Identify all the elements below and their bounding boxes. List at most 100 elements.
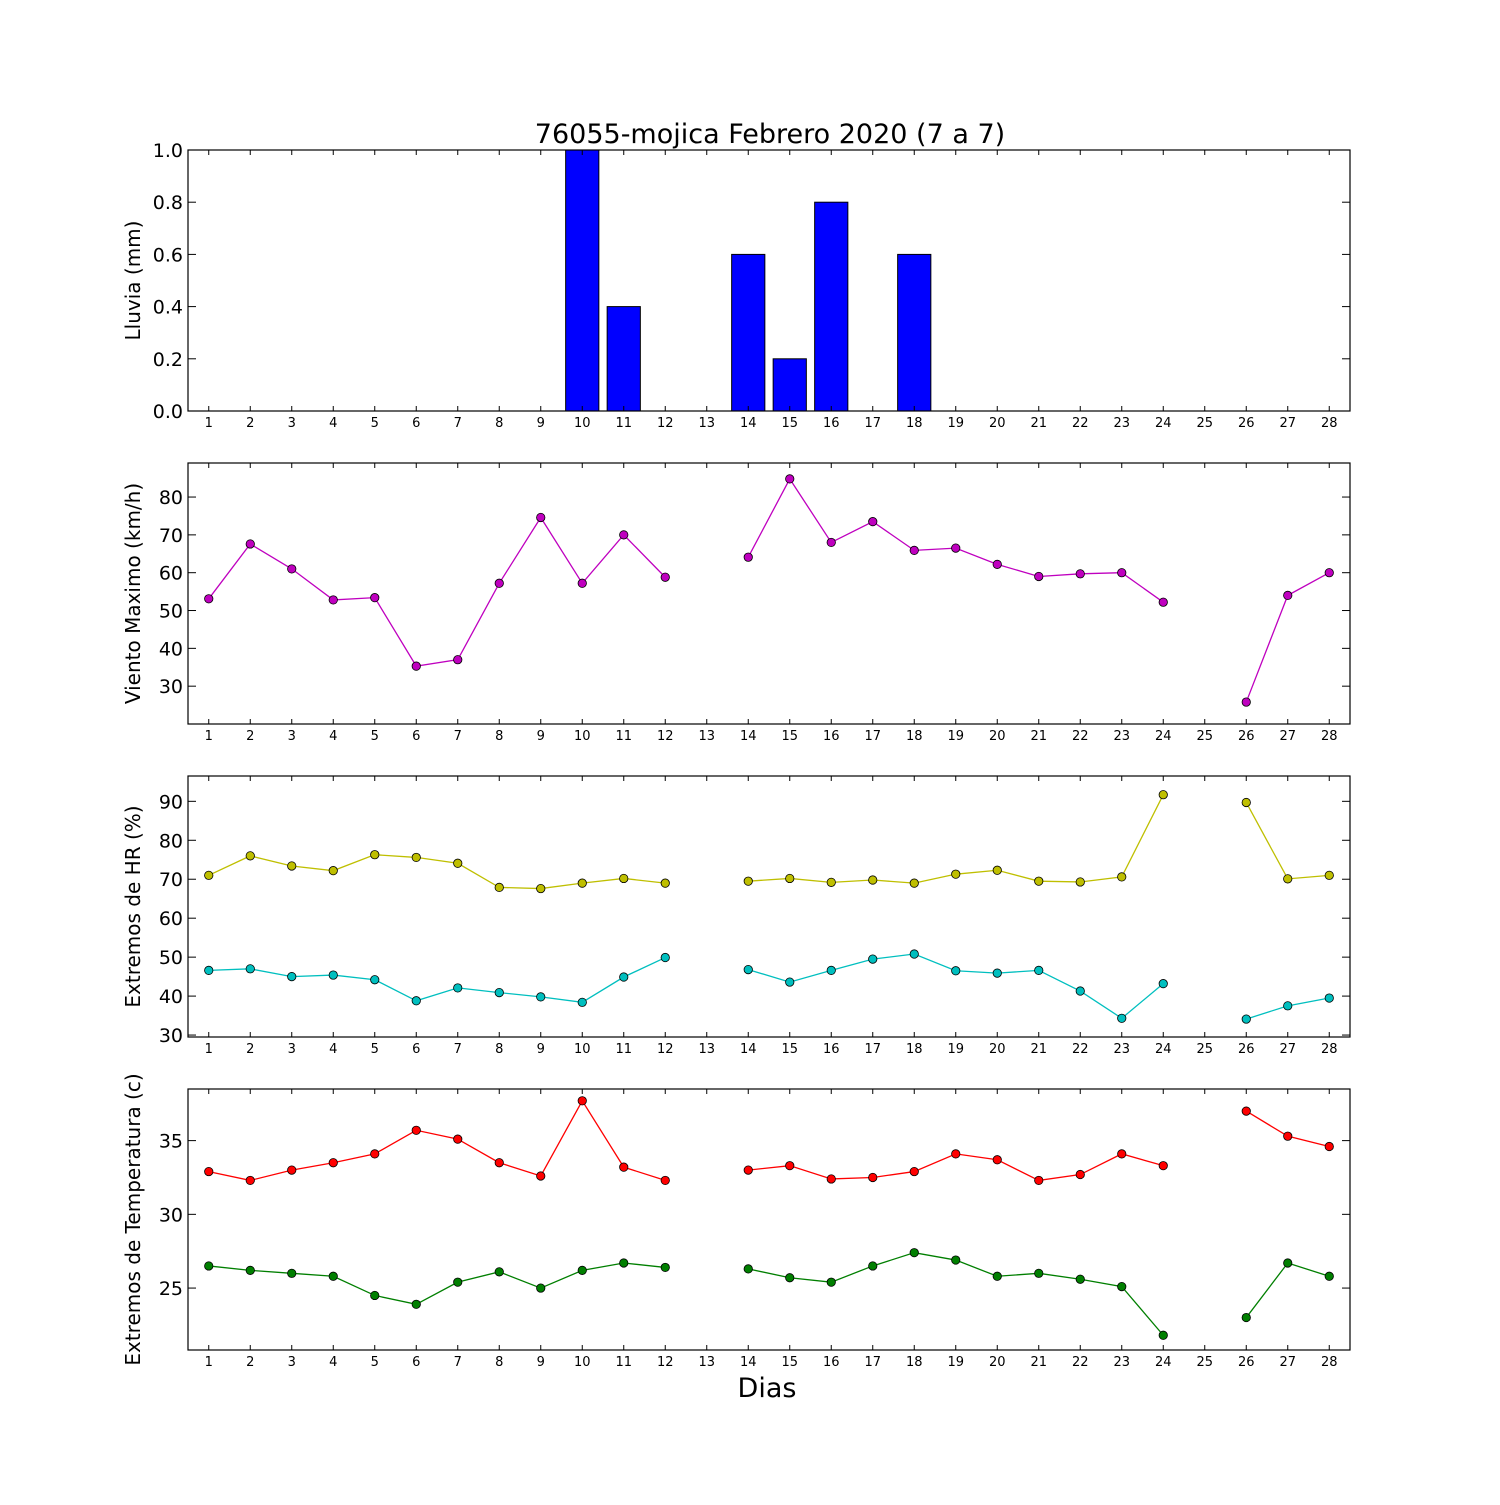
series-1-point-day-5 bbox=[370, 850, 380, 860]
y-tick-label: 0.0 bbox=[153, 401, 183, 423]
series-1-point-day-9 bbox=[536, 1171, 546, 1181]
x-tick-label: 14 bbox=[740, 1355, 757, 1370]
x-tick-label: 19 bbox=[947, 416, 964, 431]
y-axis-label: Extremos de Temperatura (c) bbox=[121, 1073, 145, 1365]
y-tick-label: 0.4 bbox=[153, 297, 183, 319]
series-1-point-day-26 bbox=[1241, 797, 1251, 808]
series-2-point-day-21 bbox=[1034, 1268, 1044, 1278]
series-2-point-day-23 bbox=[1117, 1281, 1127, 1292]
x-tick-label: 18 bbox=[906, 1355, 923, 1370]
series-1-point-day-15 bbox=[785, 474, 795, 484]
y-tick-label: 60 bbox=[159, 908, 183, 930]
x-tick-label: 27 bbox=[1279, 416, 1296, 431]
x-tick-label: 26 bbox=[1238, 729, 1255, 744]
series-1-line-segment-3 bbox=[1245, 1110, 1330, 1148]
x-tick-label: 6 bbox=[412, 416, 420, 431]
x-tick-label: 19 bbox=[947, 729, 964, 744]
y-tick-label: 80 bbox=[159, 487, 183, 509]
series-2-point-day-14 bbox=[743, 1264, 753, 1274]
x-tick-label: 26 bbox=[1238, 416, 1255, 431]
series-2-point-day-10 bbox=[577, 997, 587, 1007]
x-tick-label: 22 bbox=[1072, 1355, 1089, 1370]
series-2-point-day-4 bbox=[328, 1271, 338, 1281]
x-tick-label: 10 bbox=[574, 1355, 591, 1370]
x-tick-label: 12 bbox=[657, 1042, 674, 1057]
x-tick-label: 16 bbox=[823, 1042, 840, 1057]
series-1-point-day-2 bbox=[245, 1175, 255, 1186]
series-1-point-day-21 bbox=[1034, 1175, 1044, 1186]
series-1-point-day-1 bbox=[204, 870, 214, 880]
series-2-point-day-8 bbox=[494, 1267, 504, 1277]
series-1-point-day-19 bbox=[951, 543, 961, 553]
x-tick-label: 13 bbox=[698, 1042, 715, 1057]
x-tick-label: 25 bbox=[1196, 416, 1213, 431]
series-1-point-day-6 bbox=[411, 852, 421, 863]
chart-title: 76055-mojica Febrero 2020 (7 a 7) bbox=[535, 119, 1005, 150]
x-tick-label: 4 bbox=[329, 729, 337, 744]
plot-frame bbox=[187, 1088, 1351, 1351]
x-tick-label: 9 bbox=[537, 416, 545, 431]
x-tick-label: 13 bbox=[698, 729, 715, 744]
x-tick-label: 1 bbox=[205, 1042, 213, 1057]
x-tick-label: 25 bbox=[1196, 729, 1213, 744]
series-1-point-day-20 bbox=[992, 865, 1002, 875]
series-2-point-day-16 bbox=[826, 965, 836, 975]
x-tick-label: 4 bbox=[329, 416, 337, 431]
series-2-point-day-26 bbox=[1241, 1312, 1251, 1323]
x-tick-label: 1 bbox=[205, 729, 213, 744]
x-tick-label: 24 bbox=[1155, 1355, 1172, 1370]
series-1-point-day-27 bbox=[1283, 874, 1293, 884]
x-tick-label: 20 bbox=[989, 1042, 1006, 1057]
x-tick-label: 26 bbox=[1238, 1355, 1255, 1370]
series-1-point-day-9 bbox=[536, 883, 546, 894]
x-tick-label: 5 bbox=[371, 416, 379, 431]
series-1-point-day-7 bbox=[453, 858, 463, 868]
series-2-point-day-1 bbox=[204, 1261, 214, 1271]
series-2-point-day-11 bbox=[619, 972, 629, 982]
x-tick-label: 3 bbox=[288, 1355, 296, 1370]
x-tick-label: 16 bbox=[823, 1355, 840, 1370]
series-1-line-segment-1 bbox=[208, 516, 666, 667]
panel-2: 1 2 3 4 5 6 7 8 9 10 11 12 13 14 15 16 17 18 19 20 21 22 23 24 2… bbox=[121, 462, 1351, 744]
x-tick-label: 12 bbox=[657, 416, 674, 431]
x-tick-label: 3 bbox=[288, 1042, 296, 1057]
x-tick-label: 14 bbox=[740, 729, 757, 744]
x-tick-label: 16 bbox=[823, 729, 840, 744]
series-1-point-day-27 bbox=[1283, 590, 1293, 600]
x-tick-label: 5 bbox=[371, 1355, 379, 1370]
x-tick-label: 18 bbox=[906, 416, 923, 431]
series-2-point-day-19 bbox=[951, 966, 961, 976]
y-tick-label: 70 bbox=[159, 525, 183, 547]
panel-3: 1 2 3 4 5 6 7 8 9 10 11 12 13 14 15 16 17 18 19 20 21 22 23 24 2… bbox=[121, 775, 1351, 1057]
plot-frame bbox=[187, 462, 1351, 725]
series-1-point-day-16 bbox=[826, 537, 836, 548]
series-1-point-day-16 bbox=[826, 877, 836, 887]
series-2-point-day-20 bbox=[992, 1271, 1002, 1281]
x-tick-label: 28 bbox=[1321, 729, 1338, 744]
series-2-point-day-14 bbox=[743, 965, 753, 975]
y-axis-label: Extremos de HR (%) bbox=[121, 805, 145, 1007]
x-tick-label: 2 bbox=[246, 729, 254, 744]
x-tick-label: 2 bbox=[246, 416, 254, 431]
x-tick-label: 20 bbox=[989, 416, 1006, 431]
series-2-point-day-7 bbox=[453, 1277, 463, 1287]
series-2-point-day-16 bbox=[826, 1277, 836, 1287]
x-tick-label: 22 bbox=[1072, 416, 1089, 431]
x-tick-label: 23 bbox=[1113, 729, 1130, 744]
series-2-line-segment-1 bbox=[208, 956, 666, 1004]
series-1-point-day-15 bbox=[785, 1161, 795, 1171]
series-1-point-day-17 bbox=[868, 517, 878, 527]
series-1-point-day-8 bbox=[494, 882, 504, 893]
x-tick-label: 11 bbox=[615, 729, 632, 744]
series-2-point-day-18 bbox=[909, 949, 919, 959]
series-1-point-day-24 bbox=[1158, 790, 1168, 800]
series-1-point-day-15 bbox=[785, 873, 795, 884]
series-1-point-day-28 bbox=[1324, 870, 1334, 880]
bar-day-11 bbox=[606, 306, 641, 412]
series-2-point-day-27 bbox=[1283, 1258, 1293, 1268]
x-tick-label: 7 bbox=[454, 1042, 462, 1057]
y-tick-label: 40 bbox=[159, 986, 183, 1008]
x-tick-label: 14 bbox=[740, 1042, 757, 1057]
x-tick-label: 25 bbox=[1196, 1042, 1213, 1057]
